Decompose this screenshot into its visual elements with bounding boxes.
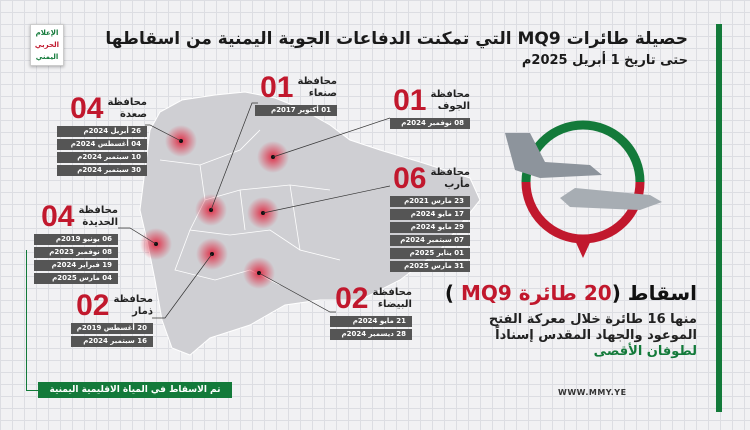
logo-line: اليمني <box>35 53 59 61</box>
date-box: 08 نوفمبر 2024م <box>390 118 470 129</box>
summary-body: منها 16 طائرة خلال معركة الفتح الموعود و… <box>489 312 697 360</box>
headline-text: ) <box>444 281 461 305</box>
province-label: محافظة <box>297 76 337 87</box>
province-sanaa: محافظة صنعاء 01 01 أكتوبر 2017م <box>255 71 337 118</box>
drone-emblem <box>505 120 662 258</box>
date-box: 28 ديسمبر 2024م <box>330 329 412 340</box>
province-name: صنعاء <box>308 88 337 99</box>
page-subtitle: حتى تاريخ 1 أبريل 2025م <box>521 53 688 68</box>
drone-icon <box>505 133 602 178</box>
province-name: الجوف <box>437 101 470 112</box>
date-box: 10 سبتمبر 2024م <box>57 152 147 163</box>
date-box: 04 أغسطس 2024م <box>57 139 147 150</box>
date-box: 01 أكتوبر 2017م <box>255 105 337 116</box>
province-label: محافظة <box>107 97 147 108</box>
territorial-waters-banner: تم الاسقاط في المياة الاقليمية اليمنية <box>38 382 232 398</box>
leader-lines <box>118 102 391 319</box>
date-box: 30 سبتمبر 2024م <box>57 165 147 176</box>
date-box: 23 مارس 2021م <box>390 196 470 207</box>
province-name: ذمار <box>132 306 153 317</box>
date-box: 19 فبراير 2024م <box>34 260 118 271</box>
date-box: 26 أبريل 2024م <box>57 126 147 137</box>
province-label: محافظة <box>430 167 470 178</box>
headline-text: اسقاط ( <box>611 281 697 305</box>
date-box: 21 مايو 2024م <box>330 316 412 327</box>
province-marib: محافظة مأرب 06 23 مارس 2021م 17 مايو 2024م 2… <box>390 162 470 274</box>
date-box: 31 مارس 2025م <box>390 261 470 272</box>
province-dhamar: محافظة ذمار 02 20 أغسطس 2019م 16 سبتمبر 202… <box>71 289 153 349</box>
province-bayda: محافظة البيضاء 02 21 مايو 2024م 28 ديسمبر 2… <box>330 282 412 342</box>
province-name: الحديدة <box>82 217 118 228</box>
date-box: 16 سبتمبر 2024م <box>71 336 153 347</box>
date-box: 07 سبتمبر 2024م <box>390 235 470 246</box>
count: 01 <box>393 84 427 117</box>
province-label: محافظة <box>372 287 412 298</box>
logo-line: الإعلام <box>35 29 59 37</box>
summary-headline: اسقاط (20 طائرة MQ9 ) <box>445 280 697 306</box>
bracket-line <box>26 250 38 391</box>
date-box: 08 نوفمبر 2023م <box>34 247 118 258</box>
logo-line: الحربي <box>34 41 60 49</box>
summary-line: الموعود والجهاد المقدس إسناداً <box>495 328 697 343</box>
province-name: البيضاء <box>377 299 412 310</box>
province-name: مأرب <box>444 179 470 190</box>
date-box: 06 يونيو 2019م <box>34 234 118 245</box>
province-label: محافظة <box>78 205 118 216</box>
count: 04 <box>70 92 104 125</box>
province-jawf: محافظة الجوف 01 08 نوفمبر 2024م <box>390 84 470 131</box>
headline-count: 20 طائرة MQ9 <box>460 281 612 305</box>
province-hodeidah: محافظة الحديدة 04 06 يونيو 2019م 08 نوفمبر … <box>34 200 118 286</box>
website-link[interactable]: WWW.MMY.YE <box>558 388 627 397</box>
logo: الإعلام الحربي اليمني <box>30 24 64 66</box>
count: 06 <box>393 162 427 195</box>
date-box: 17 مايو 2024م <box>390 209 470 220</box>
count: 02 <box>335 282 369 315</box>
drone-icon <box>560 188 662 210</box>
green-divider <box>716 24 722 412</box>
province-name: صعدة <box>120 109 147 120</box>
province-label: محافظة <box>430 89 470 100</box>
page-title: حصيلة طائرات MQ9 التي تمكنت الدفاعات الج… <box>105 29 688 49</box>
date-box: 01 يناير 2025م <box>390 248 470 259</box>
province-saada: محافظة صعدة 04 26 أبريل 2024م 04 أغسطس 2024… <box>57 92 147 178</box>
date-box: 29 مايو 2024م <box>390 222 470 233</box>
date-box: 20 أغسطس 2019م <box>71 323 153 334</box>
date-box: 04 مارس 2025م <box>34 273 118 284</box>
province-borders <box>159 129 341 286</box>
summary-line: منها 16 طائرة خلال معركة الفتح <box>488 312 697 327</box>
count: 04 <box>41 200 75 233</box>
summary-line: لطوفان الأقصى <box>593 344 697 359</box>
province-label: محافظة <box>113 294 153 305</box>
count: 01 <box>260 71 294 104</box>
count: 02 <box>76 289 110 322</box>
